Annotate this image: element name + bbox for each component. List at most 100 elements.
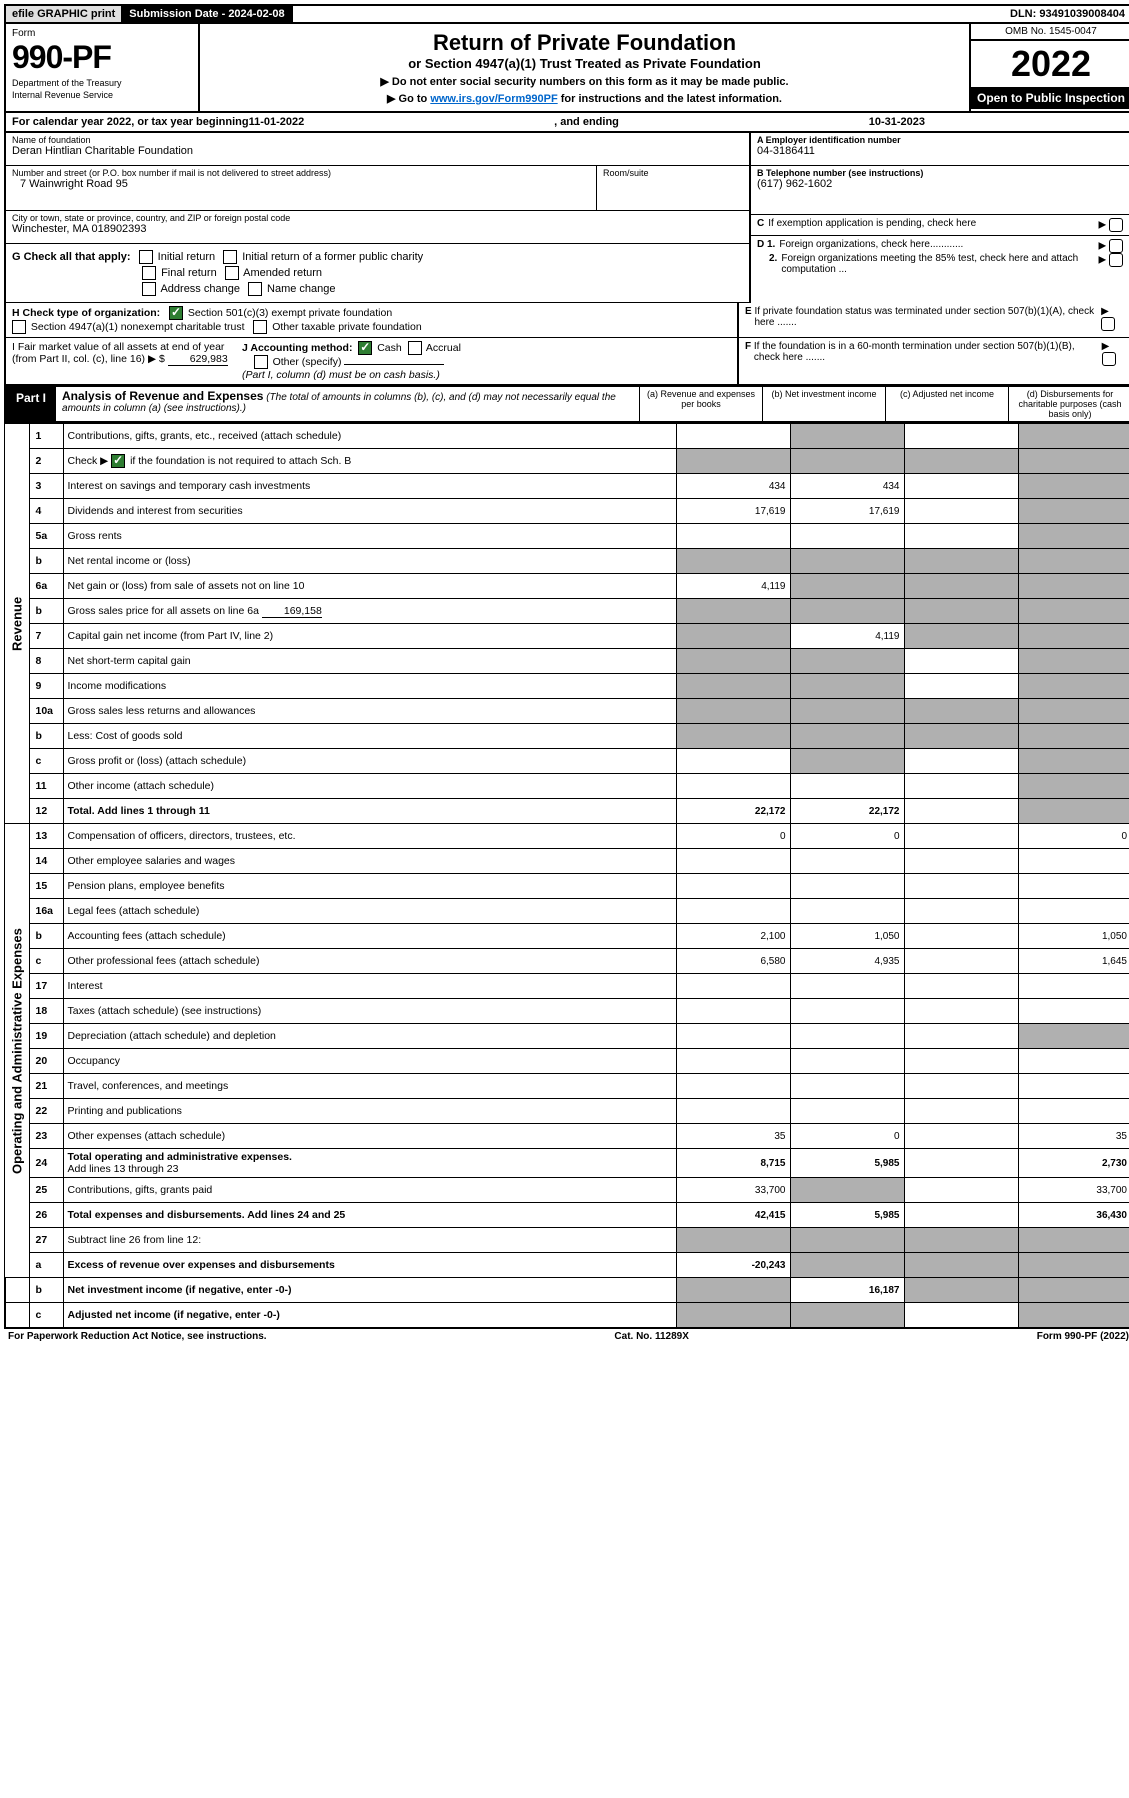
part1-label: Part I [6, 387, 56, 421]
section-h-e: H Check type of organization: Section 50… [4, 303, 1129, 338]
foundation-name: Deran Hintlian Charitable Foundation [12, 145, 743, 157]
table-row: 21Travel, conferences, and meetings [5, 1074, 1129, 1099]
form-number: 990-PF [12, 39, 192, 76]
table-row: 9Income modifications [5, 674, 1129, 699]
table-row: 4Dividends and interest from securities1… [5, 499, 1129, 524]
table-row: aExcess of revenue over expenses and dis… [5, 1253, 1129, 1278]
cb-other-method[interactable] [254, 355, 268, 369]
note-link: ▶ Go to www.irs.gov/Form990PF for instru… [206, 92, 963, 105]
table-row: 10aGross sales less returns and allowanc… [5, 699, 1129, 724]
table-row: 5aGross rents [5, 524, 1129, 549]
table-row: 20Occupancy [5, 1049, 1129, 1074]
form-label: Form [12, 28, 192, 39]
cb-foreign-org[interactable] [1109, 239, 1123, 253]
form-title: Return of Private Foundation [206, 30, 963, 56]
street-address: 7 Wainwright Road 95 [12, 178, 590, 190]
table-row: 24Total operating and administrative exp… [5, 1149, 1129, 1178]
cb-other-taxable[interactable] [253, 320, 267, 334]
table-row: 15Pension plans, employee benefits [5, 874, 1129, 899]
table-row: 22Printing and publications [5, 1099, 1129, 1124]
footer-cat: Cat. No. 11289X [614, 1331, 688, 1342]
expenses-label: Operating and Administrative Expenses [5, 824, 29, 1278]
section-d: D 1.Foreign organizations, check here...… [751, 236, 1129, 278]
part1-header: Part I Analysis of Revenue and Expenses … [4, 386, 1129, 423]
section-g: G Check all that apply: Initial return I… [6, 244, 749, 303]
table-row: 16aLegal fees (attach schedule) [5, 899, 1129, 924]
col-d-header: (d) Disbursements for charitable purpose… [1008, 387, 1129, 421]
table-row: bLess: Cost of goods sold [5, 724, 1129, 749]
table-row: 18Taxes (attach schedule) (see instructi… [5, 999, 1129, 1024]
name-row: Name of foundation Deran Hintlian Charit… [6, 133, 749, 166]
cb-final-return[interactable] [142, 266, 156, 280]
irs-link[interactable]: www.irs.gov/Form990PF [430, 93, 557, 105]
part1-table: Revenue 1Contributions, gifts, grants, e… [4, 423, 1129, 1329]
table-row: 12Total. Add lines 1 through 1122,17222,… [5, 799, 1129, 824]
cb-address-change[interactable] [142, 282, 156, 296]
top-bar: efile GRAPHIC print Submission Date - 20… [4, 4, 1129, 24]
table-row: cGross profit or (loss) (attach schedule… [5, 749, 1129, 774]
table-row: 25Contributions, gifts, grants paid33,70… [5, 1178, 1129, 1203]
table-row: 2Check ▶ if the foundation is not requir… [5, 449, 1129, 474]
cb-initial-former[interactable] [223, 250, 237, 264]
address-row: Number and street (or P.O. box number if… [6, 166, 749, 211]
table-row: 17Interest [5, 974, 1129, 999]
cb-foreign-85[interactable] [1109, 253, 1123, 267]
col-c-header: (c) Adjusted net income [885, 387, 1008, 421]
table-row: bNet investment income (if negative, ent… [5, 1278, 1129, 1303]
table-row: bGross sales price for all assets on lin… [5, 599, 1129, 624]
table-row: 6aNet gain or (loss) from sale of assets… [5, 574, 1129, 599]
header-right: OMB No. 1545-0047 2022 Open to Public In… [971, 24, 1129, 111]
ein: 04-3186411 [757, 145, 1125, 157]
cb-name-change[interactable] [248, 282, 262, 296]
city-state-zip: Winchester, MA 018902393 [12, 223, 743, 235]
omb-number: OMB No. 1545-0047 [971, 24, 1129, 41]
table-row: 27Subtract line 26 from line 12: [5, 1228, 1129, 1253]
footer-form: Form 990-PF (2022) [1037, 1331, 1129, 1342]
table-row: 14Other employee salaries and wages [5, 849, 1129, 874]
efile-print-button[interactable]: efile GRAPHIC print [6, 6, 123, 22]
fmv-value: 629,983 [168, 353, 228, 366]
footer-left: For Paperwork Reduction Act Notice, see … [8, 1331, 267, 1342]
table-row: 7Capital gain net income (from Part IV, … [5, 624, 1129, 649]
cb-status-terminated[interactable] [1101, 317, 1115, 331]
open-public-badge: Open to Public Inspection [971, 87, 1129, 109]
table-row: 8Net short-term capital gain [5, 649, 1129, 674]
cb-cash[interactable] [358, 341, 372, 355]
dept-treasury: Department of the Treasury [12, 78, 192, 88]
submission-date: Submission Date - 2024-02-08 [123, 6, 292, 22]
cb-4947[interactable] [12, 320, 26, 334]
table-row: Revenue 1Contributions, gifts, grants, e… [5, 424, 1129, 449]
phone-row: B Telephone number (see instructions) (6… [751, 166, 1129, 215]
form-header: Form 990-PF Department of the Treasury I… [4, 24, 1129, 113]
section-i-j-f: I Fair market value of all assets at end… [4, 338, 1129, 386]
revenue-label: Revenue [5, 424, 29, 824]
cb-amended-return[interactable] [225, 266, 239, 280]
col-a-header: (a) Revenue and expenses per books [639, 387, 762, 421]
year-begin: 11-01-2022 [249, 116, 305, 128]
room-suite-label: Room/suite [597, 166, 749, 210]
table-row: cOther professional fees (attach schedul… [5, 949, 1129, 974]
table-row: cAdjusted net income (if negative, enter… [5, 1303, 1129, 1329]
col-b-header: (b) Net investment income [762, 387, 885, 421]
table-row: 26Total expenses and disbursements. Add … [5, 1203, 1129, 1228]
cb-sch-b[interactable] [111, 454, 125, 468]
tax-year: 2022 [971, 41, 1129, 87]
note-ssn: ▶ Do not enter social security numbers o… [206, 75, 963, 88]
cb-exemption-pending[interactable] [1109, 218, 1123, 232]
table-row: 23Other expenses (attach schedule)35035 [5, 1124, 1129, 1149]
cb-501c3[interactable] [169, 306, 183, 320]
table-row: bAccounting fees (attach schedule)2,1001… [5, 924, 1129, 949]
calendar-year-row: For calendar year 2022, or tax year begi… [4, 113, 1129, 133]
section-c: CIf exemption application is pending, ch… [751, 215, 1129, 236]
table-row: 3Interest on savings and temporary cash … [5, 474, 1129, 499]
page-footer: For Paperwork Reduction Act Notice, see … [4, 1329, 1129, 1344]
city-row: City or town, state or province, country… [6, 211, 749, 244]
cb-accrual[interactable] [408, 341, 422, 355]
cb-initial-return[interactable] [139, 250, 153, 264]
cb-60-month[interactable] [1102, 352, 1116, 366]
table-row: 19Depreciation (attach schedule) and dep… [5, 1024, 1129, 1049]
table-row: Operating and Administrative Expenses 13… [5, 824, 1129, 849]
year-end: 10-31-2023 [869, 116, 925, 128]
entity-info: Name of foundation Deran Hintlian Charit… [4, 133, 1129, 303]
form-subtitle: or Section 4947(a)(1) Trust Treated as P… [206, 56, 963, 71]
